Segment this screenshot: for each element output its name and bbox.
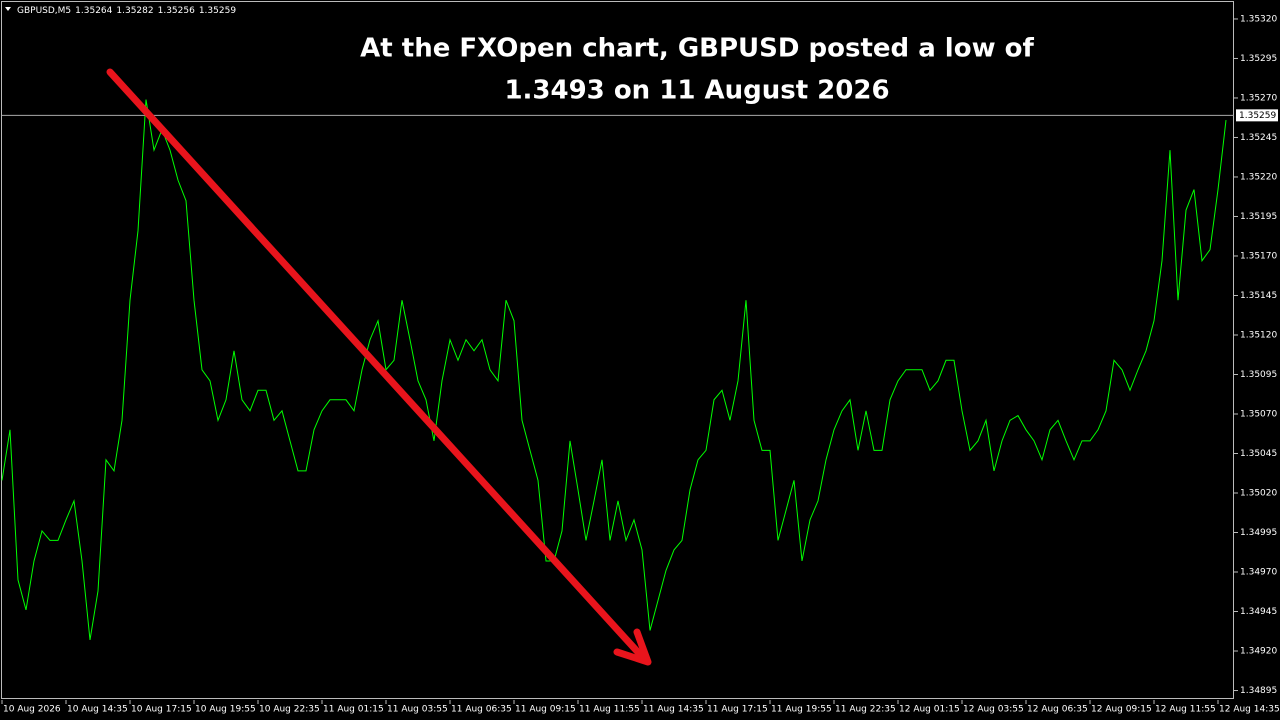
x-tick-label: 12 Aug 06:35	[1027, 705, 1088, 715]
x-tick-label: 12 Aug 09:15	[1091, 705, 1152, 715]
y-tick-label: 1.34995	[1240, 528, 1277, 538]
arrow-shaft	[106, 68, 649, 664]
current-price-box	[1236, 109, 1278, 122]
open: 1.35264	[75, 6, 112, 16]
x-tick-label: 12 Aug 03:55	[963, 705, 1024, 715]
y-tick-label: 1.35195	[1240, 212, 1277, 222]
x-tick-label: 11 Aug 17:15	[707, 705, 768, 715]
y-tick-label: 1.35095	[1240, 370, 1277, 380]
y-tick-label: 1.34945	[1240, 607, 1277, 617]
y-tick-label: 1.35245	[1240, 133, 1277, 143]
marks: 1.35320 1.35295 1.35270 1.35245 1.35220 1.351…	[1, 14, 1280, 715]
y-tick-label: 1.35070	[1240, 409, 1277, 419]
y-tick-label: 1.35145	[1240, 291, 1277, 301]
x-tick-label: 11 Aug 19:55	[771, 705, 832, 715]
y-tick-label: 1.35270	[1240, 93, 1277, 103]
symbol-info: GBPUSD,M5 1.35264 1.35282 1.35256 1.35259	[17, 6, 236, 16]
close: 1.35259	[199, 6, 236, 16]
y-tick-label: 1.35045	[1240, 449, 1277, 459]
y-tick-label: 1.35170	[1240, 251, 1277, 261]
x-tick-label: 11 Aug 09:15	[515, 705, 576, 715]
annotation-line: At the FXOpen chart, GBPUSD posted a low…	[360, 34, 1034, 64]
x-tick-label: 10 Aug 14:35	[67, 705, 128, 715]
x-tick-label: 10 Aug 19:55	[195, 705, 256, 715]
arrow	[106, 68, 652, 666]
x-tick-label: 10 Aug 2026	[3, 705, 61, 715]
y-tick-label: 1.35220	[1240, 172, 1277, 182]
y-tick-label: 1.34920	[1240, 647, 1277, 657]
menu-triangle[interactable]	[5, 7, 11, 11]
y-tick-label: 1.35120	[1240, 330, 1277, 340]
y-tick-label: 1.35320	[1240, 14, 1277, 24]
x-tick-label: 11 Aug 03:55	[387, 705, 448, 715]
x-tick-label: 11 Aug 01:15	[323, 705, 384, 715]
symbol: GBPUSD,M5	[17, 6, 71, 16]
plot-frame	[1, 1, 1234, 699]
x-tick-label: 10 Aug 17:15	[131, 705, 192, 715]
x-tick-label: 11 Aug 14:35	[643, 705, 704, 715]
y-tick-label: 1.35295	[1240, 54, 1277, 64]
annotation-line: 1.3493 on 11 August 2026	[504, 76, 889, 106]
y-tick-label: 1.34970	[1240, 568, 1277, 578]
y-tick-label: 1.35020	[1240, 489, 1277, 499]
x-tick-label: 10 Aug 22:35	[259, 705, 320, 715]
x-tick-label: 11 Aug 11:55	[579, 705, 640, 715]
x-tick-label: 12 Aug 01:15	[899, 705, 960, 715]
y-tick-label: 1.34895	[1240, 686, 1277, 696]
low: 1.35256	[158, 6, 195, 16]
current-price-label: 1.35259	[1239, 111, 1276, 121]
x-tick-label: 11 Aug 06:35	[451, 705, 512, 715]
price-line	[1, 99, 1227, 641]
x-tick-label: 12 Aug 11:55	[1155, 705, 1216, 715]
high: 1.35282	[116, 6, 153, 16]
x-tick-label: 12 Aug 14:35	[1219, 705, 1280, 715]
x-tick-label: 11 Aug 22:35	[835, 705, 896, 715]
arrow-head	[613, 628, 652, 666]
